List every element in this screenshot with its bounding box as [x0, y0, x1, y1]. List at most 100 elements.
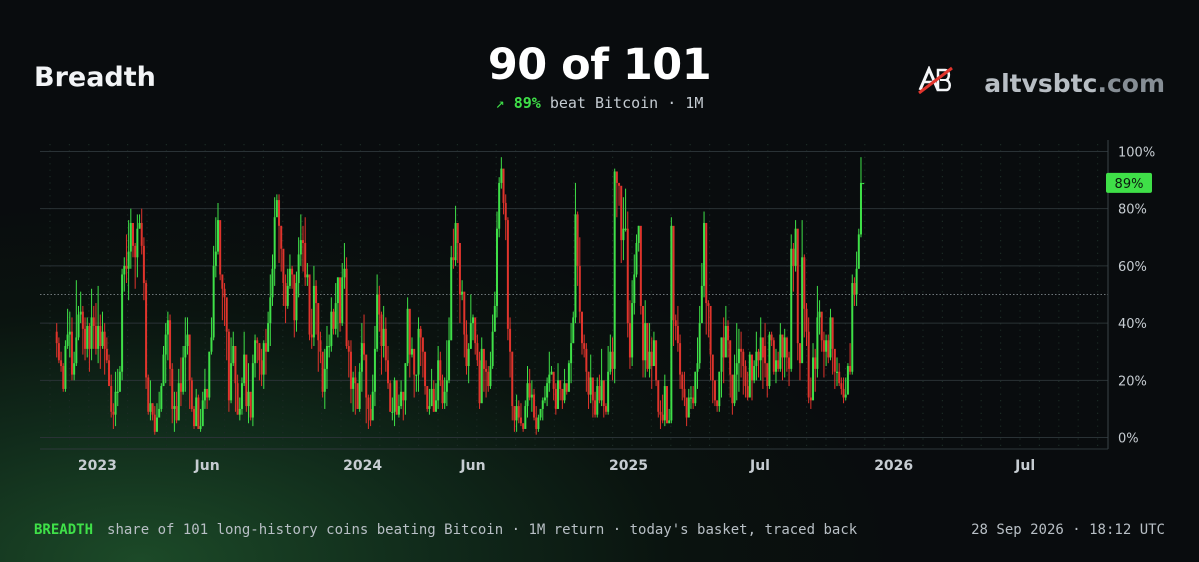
- candle-body: [175, 406, 178, 421]
- x-tick-label: 2026: [874, 458, 913, 474]
- trend-up-icon: ↗: [495, 94, 505, 112]
- candle-body: [118, 371, 121, 392]
- candle-body: [443, 391, 446, 404]
- candle-body: [631, 303, 634, 358]
- candle-body: [524, 406, 527, 429]
- candle-body: [286, 285, 289, 306]
- candle-body: [84, 328, 87, 349]
- x-tick-label: Jun: [459, 458, 485, 474]
- candle-body: [439, 360, 442, 381]
- candle-body: [153, 414, 156, 432]
- x-tick-label: Jul: [1014, 458, 1035, 474]
- candle-body: [831, 317, 834, 349]
- candle-body: [321, 351, 324, 392]
- candle-body: [746, 386, 749, 398]
- candle-body: [280, 225, 283, 249]
- candle-body: [707, 303, 710, 306]
- candle-body: [713, 380, 716, 401]
- candle-body: [282, 248, 285, 284]
- breadth-subline-text: beat Bitcoin · 1M: [549, 94, 704, 112]
- candle-body: [596, 386, 599, 415]
- candle-body: [563, 383, 566, 401]
- candle-body: [458, 243, 461, 295]
- candle-body: [138, 222, 141, 229]
- candle-body: [674, 320, 677, 326]
- candle-body: [585, 348, 588, 372]
- candle-body: [62, 366, 65, 389]
- candle-body: [687, 397, 690, 418]
- candle-body: [339, 277, 342, 324]
- candle-body: [635, 243, 638, 275]
- candle-body: [413, 348, 416, 375]
- candle-body: [668, 420, 671, 424]
- candle-body: [127, 251, 130, 269]
- candle-body: [254, 340, 257, 364]
- candle-body: [360, 343, 363, 372]
- candle-body: [291, 268, 294, 275]
- candle-body: [188, 334, 191, 381]
- candle-body: [201, 400, 204, 427]
- candle-body: [779, 334, 782, 369]
- candle-body: [271, 268, 274, 298]
- candle-body: [206, 388, 209, 398]
- candle-body: [108, 360, 111, 387]
- candle-body: [546, 383, 549, 398]
- candle-body: [491, 331, 494, 367]
- candle-body: [297, 254, 300, 284]
- candle-body: [816, 317, 819, 369]
- current-value-tag: [1106, 172, 1152, 193]
- candle-body: [774, 360, 777, 372]
- candle-body: [452, 257, 455, 261]
- candle-body: [437, 360, 440, 401]
- candle-body: [428, 406, 431, 409]
- candle-body: [812, 357, 815, 401]
- candle-body: [197, 397, 200, 429]
- candle-body: [465, 334, 468, 367]
- candle-body: [445, 380, 448, 392]
- candle-body: [397, 406, 400, 415]
- candle-body: [332, 311, 335, 329]
- candle-body: [557, 380, 560, 409]
- candle-body: [550, 371, 553, 375]
- candle-body: [742, 351, 745, 367]
- site-tld: .com: [1097, 68, 1165, 98]
- candle-body: [833, 348, 836, 372]
- candle-body: [851, 283, 854, 372]
- candle-body: [663, 386, 666, 421]
- candle-body: [256, 340, 259, 344]
- candle-body: [417, 328, 420, 375]
- candle-body: [166, 320, 169, 335]
- candle-body: [533, 394, 536, 418]
- candle-body: [859, 182, 862, 235]
- candle-body: [129, 222, 132, 252]
- candle-body: [609, 351, 612, 372]
- candle-body: [86, 325, 89, 349]
- candle-body: [249, 391, 252, 418]
- candle-body: [559, 380, 562, 389]
- candle-body: [162, 354, 165, 387]
- brand[interactable]: altvsbtc .com: [918, 65, 1165, 100]
- candle-body: [387, 360, 390, 384]
- candle-body: [97, 325, 100, 349]
- candle-body: [70, 331, 73, 375]
- candle-body: [367, 397, 370, 409]
- candle-body: [278, 200, 281, 226]
- candle-body: [79, 311, 82, 315]
- candle-body: [164, 334, 167, 355]
- candle-body: [354, 377, 357, 384]
- candle-body: [718, 371, 721, 407]
- y-tick-label: 0%: [1118, 432, 1139, 447]
- candle-body: [611, 351, 614, 369]
- candle-body: [149, 403, 152, 412]
- candle-body: [679, 343, 682, 375]
- candle-body: [269, 297, 272, 324]
- candle-body: [404, 363, 407, 401]
- candle-body: [604, 406, 607, 412]
- candle-body: [402, 391, 405, 401]
- candle-body: [395, 380, 398, 415]
- candle-body: [565, 383, 568, 392]
- candle-body: [319, 340, 322, 352]
- candle-body: [376, 294, 379, 349]
- candle-body: [456, 222, 459, 243]
- candle-body: [814, 357, 817, 369]
